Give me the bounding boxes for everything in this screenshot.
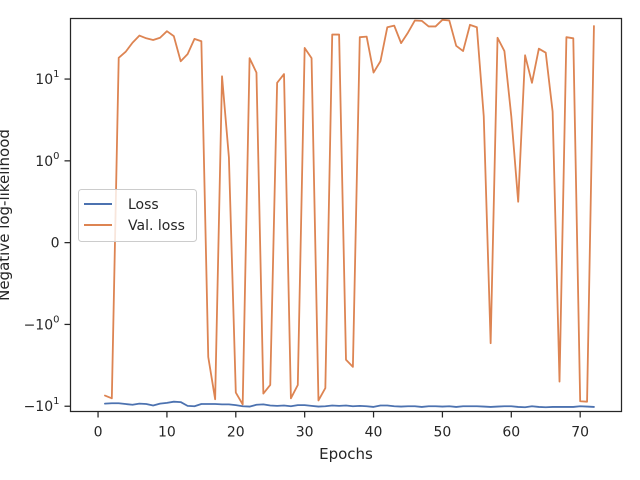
legend-label-val-loss: Val. loss (128, 218, 185, 234)
x-tick-label: 20 (227, 425, 245, 441)
legend-box (78, 189, 197, 242)
x-tick-label: 50 (434, 425, 452, 441)
x-tick-label: 30 (296, 425, 314, 441)
legend: Loss Val. loss (78, 189, 197, 242)
legend-label-loss: Loss (128, 197, 159, 213)
y-tick-label: 101 (35, 69, 59, 88)
x-axis-label: Epochs (319, 445, 373, 463)
x-tick-label: 40 (365, 425, 383, 441)
plot-frame (69, 17, 623, 413)
x-ticks-layer: 0 10 20 30 40 50 60 70 (94, 411, 589, 441)
y-tick-label: −101 (24, 396, 60, 415)
series-line-val-loss (104, 18, 595, 406)
y-tick-label: 0 (51, 236, 60, 252)
y-tick-label: 100 (35, 151, 59, 170)
y-ticks-layer: 101 100 0 −100 −101 (24, 69, 71, 415)
x-tick-label: 10 (158, 425, 176, 441)
x-tick-label: 70 (571, 425, 589, 441)
series-line-loss (104, 400, 595, 409)
lines-layer (104, 18, 595, 409)
x-tick-label: 0 (94, 425, 103, 441)
y-axis-label: Negative log-likelihood (0, 129, 13, 301)
y-tick-label: −100 (24, 314, 60, 333)
x-tick-label: 60 (502, 425, 520, 441)
